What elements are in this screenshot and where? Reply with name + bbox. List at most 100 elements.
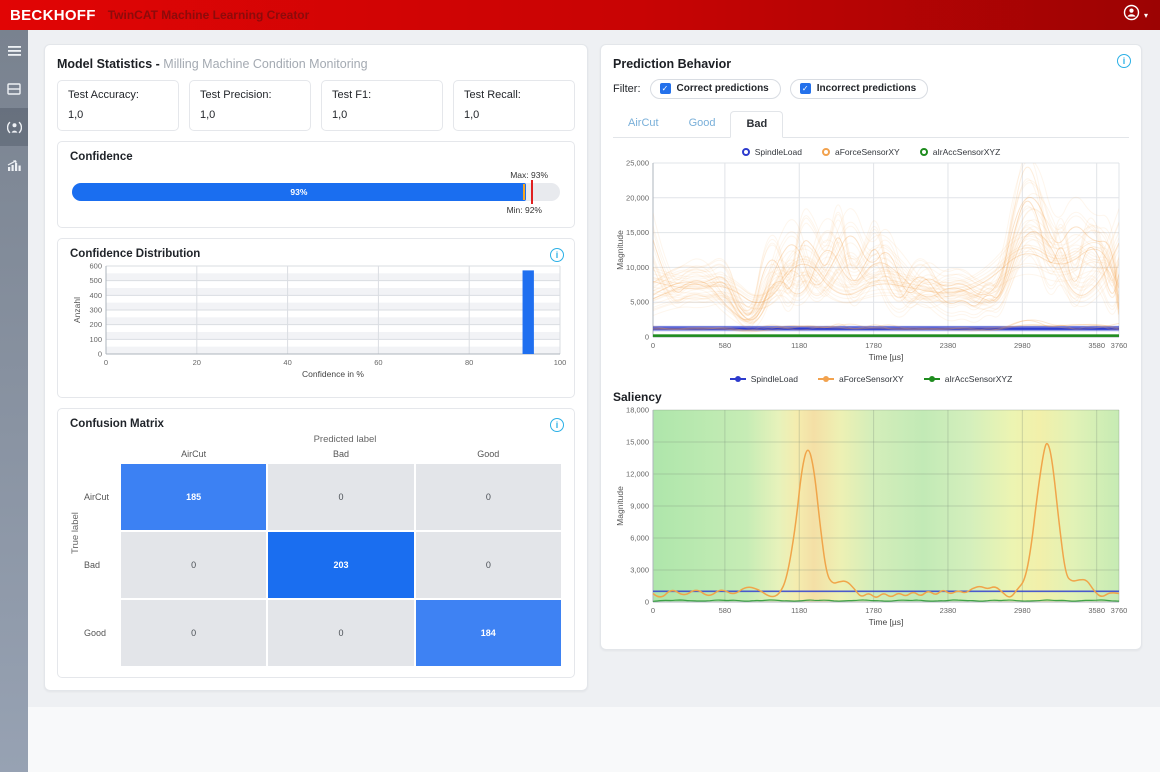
legend-airaccsensorxyz[interactable]: aIrAccSensorXYZ	[920, 147, 1001, 157]
svg-text:1180: 1180	[791, 606, 807, 615]
confidence-max-label: Max: 93%	[510, 170, 548, 180]
legend-spindleload[interactable]: SpindleLoad	[742, 147, 802, 157]
correct-predictions-label: Correct predictions	[677, 83, 769, 94]
model-statistics-title-bold: Model Statistics -	[57, 57, 160, 71]
svg-text:0: 0	[645, 333, 649, 342]
legend-aforcesensorxy[interactable]: aForceSensorXY	[818, 374, 904, 384]
svg-text:300: 300	[89, 306, 102, 315]
prediction-behavior-chart: 058011801780238029803580376005,00010,000…	[613, 157, 1129, 367]
user-menu[interactable]	[1123, 4, 1148, 26]
correct-predictions-checkbox[interactable]: Correct predictions	[650, 79, 781, 99]
svg-text:2980: 2980	[1014, 606, 1031, 615]
confidence-track: 93%	[72, 183, 560, 201]
svg-text:100: 100	[554, 358, 567, 367]
svg-text:1180: 1180	[791, 341, 807, 350]
test-recall-label: Test Recall:	[464, 89, 564, 101]
info-icon[interactable]	[550, 248, 564, 262]
svg-text:3,000: 3,000	[630, 566, 649, 575]
legend-spindleload[interactable]: SpindleLoad	[730, 374, 798, 384]
svg-text:18,000: 18,000	[626, 406, 649, 415]
svg-text:600: 600	[89, 262, 102, 271]
sidebar-item-model[interactable]	[0, 108, 28, 146]
svg-text:580: 580	[719, 341, 732, 350]
svg-text:3580: 3580	[1088, 341, 1105, 350]
sidebar-item-menu[interactable]	[0, 32, 28, 70]
tab-aircut[interactable]: AirCut	[613, 111, 674, 137]
incorrect-predictions-checkbox[interactable]: Incorrect predictions	[790, 79, 928, 99]
checkbox-checked-icon[interactable]	[660, 83, 671, 94]
svg-text:3760: 3760	[1111, 606, 1128, 615]
info-icon[interactable]	[550, 418, 564, 432]
svg-text:0: 0	[645, 598, 649, 607]
svg-text:Confidence in %: Confidence in %	[302, 369, 364, 379]
predicted-class-header: Bad	[267, 447, 414, 463]
svg-text:2380: 2380	[940, 341, 957, 350]
svg-text:0: 0	[98, 350, 102, 359]
svg-text:Time [µs]: Time [µs]	[869, 617, 904, 627]
predicted-class-header: Good	[415, 447, 562, 463]
svg-text:200: 200	[89, 320, 102, 329]
svg-text:1780: 1780	[865, 341, 882, 350]
confusion-matrix-grid: AirCutBadGoodAirCut18500Bad02030Good0018…	[84, 447, 562, 667]
svg-text:1780: 1780	[865, 606, 882, 615]
confidence-distribution-title: Confidence Distribution	[70, 248, 562, 260]
confusion-matrix-cell: 0	[268, 464, 413, 530]
model-statistics-title: Model Statistics - Milling Machine Condi…	[57, 57, 575, 71]
spindleload-line-icon	[730, 377, 746, 382]
svg-text:580: 580	[719, 606, 732, 615]
svg-text:Anzahl: Anzahl	[72, 297, 82, 323]
true-label-header: True label	[70, 512, 81, 554]
legend-aforcesensorxy[interactable]: aForceSensorXY	[822, 147, 900, 157]
sidebar-item-statistics[interactable]	[0, 146, 28, 184]
tab-bad[interactable]: Bad	[730, 111, 783, 138]
spindleload-ring-icon	[742, 148, 750, 156]
test-precision-label: Test Precision:	[200, 89, 300, 101]
airaccsensorxyz-ring-icon	[920, 148, 928, 156]
svg-text:0: 0	[651, 341, 655, 350]
saliency-chart-legend: SpindleLoad aForceSensorXY aIrAccSensorX…	[613, 374, 1129, 384]
svg-text:60: 60	[374, 358, 382, 367]
svg-text:3760: 3760	[1111, 341, 1128, 350]
confidence-distribution-card: Confidence Distribution 0204060801000100…	[57, 238, 575, 398]
svg-text:400: 400	[89, 291, 102, 300]
confidence-bar: 93% Max: 93% Min: 92%	[72, 183, 560, 201]
tab-good[interactable]: Good	[674, 111, 731, 137]
chevron-down-icon[interactable]	[1144, 11, 1148, 20]
top-bar: BECKHOFF TwinCAT Machine Learning Creato…	[0, 0, 1160, 30]
beckhoff-logo: BECKHOFF	[10, 7, 96, 24]
confusion-matrix-title: Confusion Matrix	[70, 418, 562, 430]
test-f1-value: 1,0	[332, 109, 432, 121]
svg-text:500: 500	[89, 276, 102, 285]
predicted-label-header: Predicted label	[84, 434, 562, 445]
svg-text:25,000: 25,000	[626, 159, 649, 168]
true-class-header: Bad	[84, 531, 120, 599]
confusion-matrix-cell: 0	[121, 532, 266, 598]
user-account-icon[interactable]	[1123, 4, 1140, 26]
svg-text:0: 0	[104, 358, 108, 367]
svg-text:Magnitude: Magnitude	[615, 230, 625, 270]
info-icon[interactable]	[1117, 54, 1131, 68]
filter-row: Filter: Correct predictions Incorrect pr…	[613, 79, 1129, 99]
svg-text:3580: 3580	[1088, 606, 1105, 615]
confidence-distribution-chart: 0204060801000100200300400500600Confidenc…	[70, 260, 568, 382]
model-statistics-title-sub: Milling Machine Condition Monitoring	[163, 57, 367, 71]
confusion-matrix-card: Confusion Matrix Predicted label True la…	[57, 408, 575, 678]
confusion-matrix-cell: 0	[121, 600, 266, 666]
svg-text:0: 0	[651, 606, 655, 615]
statistics-chart-icon	[7, 159, 22, 172]
window-icon	[7, 83, 21, 95]
svg-text:Time [µs]: Time [µs]	[869, 352, 904, 362]
test-recall-value: 1,0	[464, 109, 564, 121]
checkbox-checked-icon[interactable]	[800, 83, 811, 94]
test-precision-card: Test Precision: 1,0	[189, 80, 311, 131]
confusion-matrix-cell: 203	[268, 532, 413, 598]
svg-text:100: 100	[89, 335, 102, 344]
svg-text:20,000: 20,000	[626, 193, 649, 202]
sidebar-item-window[interactable]	[0, 70, 28, 108]
airaccsensorxyz-line-icon	[924, 377, 940, 382]
legend-airaccsensorxyz[interactable]: aIrAccSensorXYZ	[924, 374, 1013, 384]
true-class-header: Good	[84, 599, 120, 667]
predicted-class-header: AirCut	[120, 447, 267, 463]
test-accuracy-value: 1,0	[68, 109, 168, 121]
confidence-value-label: 93%	[290, 187, 307, 197]
